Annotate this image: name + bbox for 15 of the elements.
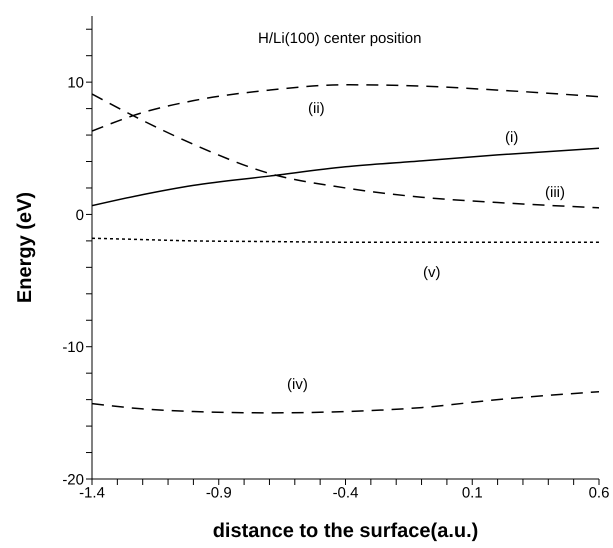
text: H/Li(100) center position [258, 30, 422, 47]
annotation: (iii) [545, 184, 565, 201]
annotation: (iv) [287, 376, 308, 393]
annotation: (i) [505, 129, 518, 146]
x-tick-label: -0.9 [206, 484, 232, 502]
x-tick-label: -0.4 [332, 484, 358, 502]
annotation: (v) [423, 264, 440, 281]
y-tick-label: 10 [67, 74, 84, 92]
y-tick-label: 0 [76, 206, 84, 224]
x-axis-title: distance to the surface(a.u.) [212, 520, 478, 542]
y-axis-title: Energy (eV) [14, 192, 36, 304]
x-tick-label: 0.6 [588, 484, 610, 502]
x-tick-label: 0.1 [462, 484, 483, 502]
annotation: (ii) [308, 100, 325, 117]
y-tick-label: -10 [62, 339, 84, 356]
